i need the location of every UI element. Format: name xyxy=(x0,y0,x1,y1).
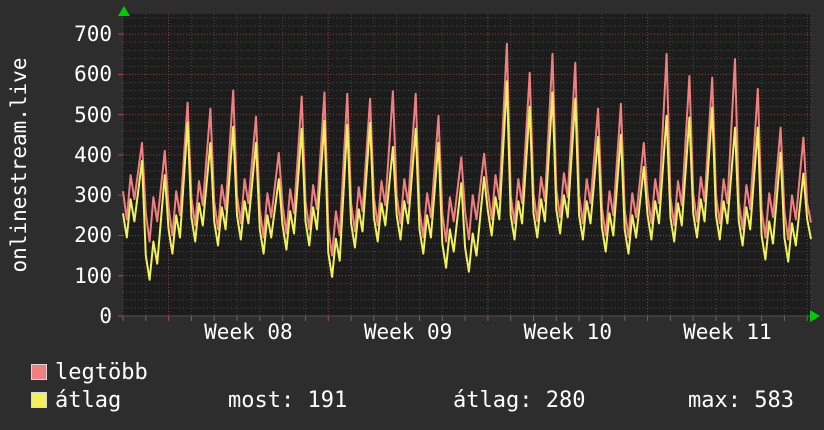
y-tick-label: 0 xyxy=(99,304,112,328)
stat-most: most: 191 xyxy=(228,388,348,413)
legend-swatch-atlag xyxy=(31,392,47,408)
vertical-axis-title: onlinestream.live xyxy=(7,57,31,273)
y-axis-arrow-icon xyxy=(118,6,130,16)
y-tick-label: 200 xyxy=(74,223,112,248)
week-label: Week 08 xyxy=(204,320,293,344)
y-tick-label: 100 xyxy=(74,263,112,288)
plot-area xyxy=(118,14,812,321)
stat-max: max: 583 xyxy=(688,388,794,413)
y-tick-label: 300 xyxy=(74,183,112,208)
legend-label-legtobb: legtöbb xyxy=(55,360,148,385)
legend-label-atlag: átlag xyxy=(55,388,122,413)
week-label: Week 09 xyxy=(363,320,453,344)
y-tick-label: 500 xyxy=(74,102,112,127)
series-line-atlag xyxy=(122,80,812,281)
chart-svg xyxy=(118,14,812,321)
stat-atlag: átlag: 280 xyxy=(453,388,586,413)
week-label: Week 11 xyxy=(683,320,772,344)
y-tick-label: 700 xyxy=(74,22,112,47)
x-axis-arrow-icon xyxy=(810,310,820,322)
legend-swatch-legtobb xyxy=(31,364,47,380)
y-tick-label: 600 xyxy=(74,62,112,87)
week-label: Week 10 xyxy=(523,320,612,344)
y-tick-label: 400 xyxy=(74,142,112,167)
series-line-legtobb xyxy=(122,42,812,257)
